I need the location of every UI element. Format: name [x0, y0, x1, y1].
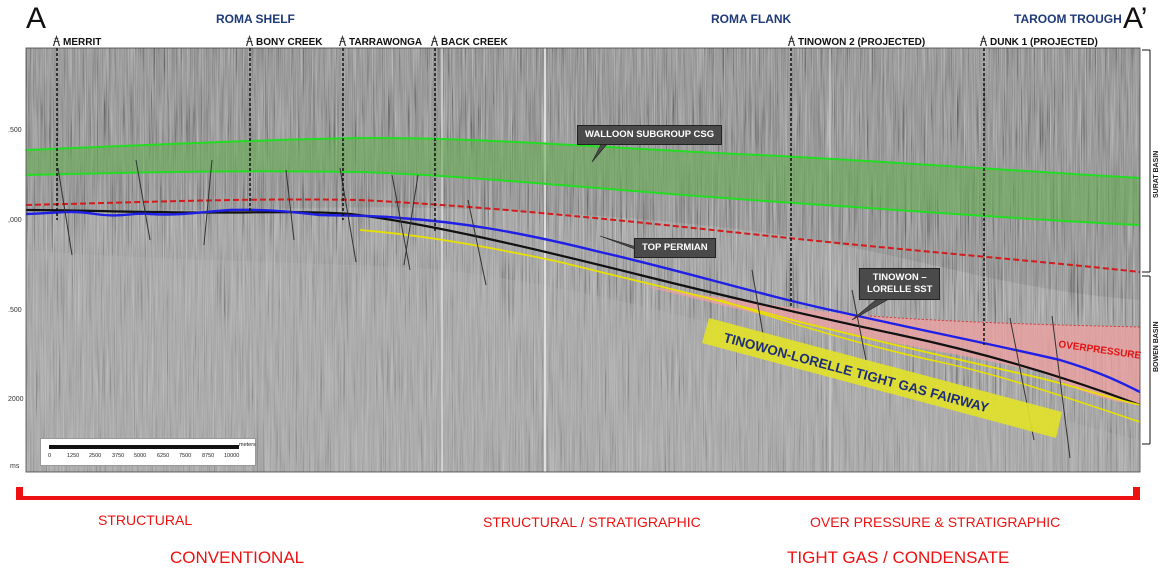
well-back-creek: BACK CREEK	[429, 35, 508, 48]
well-dunk-1: DUNK 1 (PROJECTED)	[978, 35, 1098, 48]
oil-derrick-icon	[979, 35, 988, 46]
well-tinowon-2: TINOWON 2 (PROJECTED)	[786, 35, 925, 48]
well-label: BONY CREEK	[256, 37, 323, 48]
scale-value: 0	[48, 453, 52, 459]
oil-derrick-icon	[52, 35, 61, 46]
corner-label-a-prime: A’	[1123, 2, 1148, 35]
play-over-pressure: OVER PRESSURE & STRATIGRAPHIC	[810, 514, 1061, 530]
well-bony-creek: BONY CREEK	[244, 35, 323, 48]
callout-walloon: WALLOON SUBGROUP CSG	[577, 125, 723, 145]
top-permian-line	[26, 208, 1140, 394]
scale-value: 1250	[67, 453, 80, 459]
basement-zone	[26, 250, 1140, 472]
yellow-horizon-2	[719, 299, 1140, 423]
scale-value: 6250	[157, 453, 170, 459]
walloon-band	[26, 137, 1140, 225]
scale-value: 7500	[179, 453, 192, 459]
scale-value: 2500	[89, 453, 102, 459]
well-label: TARRAWONGA	[349, 37, 423, 48]
callout-top-permian: TOP PERMIAN	[634, 238, 716, 258]
axis-tick-label: .500	[8, 127, 22, 134]
callout-line: TINOWON –	[872, 272, 927, 283]
callout-line: LORELLE SST	[867, 284, 933, 295]
play-structural: STRUCTURAL	[98, 512, 193, 528]
callout-tinowon-lorelle: TINOWON – LORELLE SST	[859, 268, 941, 300]
well-tarrawonga: TARRAWONGA	[337, 35, 422, 48]
well-label: DUNK 1 (PROJECTED)	[990, 37, 1098, 48]
region-roma-shelf: ROMA SHELF	[216, 12, 295, 26]
well-label: MERRIT	[63, 37, 102, 48]
oil-derrick-icon	[245, 35, 254, 46]
basin-bracket	[1142, 49, 1151, 445]
scale-value: 3750	[112, 453, 125, 459]
well-label: BACK CREEK	[441, 37, 508, 48]
basin-label-bowen: BOWEN BASIN	[1153, 321, 1160, 372]
resource-conventional: CONVENTIONAL	[170, 548, 305, 567]
tight-gas-fairway	[702, 318, 1062, 438]
oil-derrick-icon	[338, 35, 347, 46]
axis-unit-label: ms	[10, 463, 20, 470]
oil-derrick-icon	[430, 35, 439, 46]
yellow-horizon-1	[359, 229, 1140, 406]
basin-label-surat: SURAT BASIN	[1153, 150, 1160, 198]
well-label: TINOWON 2 (PROJECTED)	[798, 37, 926, 48]
walloon-top-line	[26, 136, 1140, 179]
region-roma-flank: ROMA FLANK	[711, 12, 792, 26]
oil-derrick-icon	[787, 35, 796, 46]
scale-value: 8750	[202, 453, 215, 459]
scale-value: 10000	[224, 453, 240, 459]
axis-tick-label: .500	[8, 307, 22, 314]
resource-tight-gas: TIGHT GAS / CONDENSATE	[787, 548, 1010, 567]
axis-tick-label: 2000	[8, 396, 24, 403]
play-structural-stratigraphic: STRUCTURAL / STRATIGRAPHIC	[483, 514, 701, 530]
base-jurassic-line	[26, 198, 1140, 273]
corner-label-a: A	[26, 2, 47, 35]
scale-unit: meters	[239, 442, 256, 448]
scale-bar: 0 1250 2500 3750 5000 6250 7500 8750 100…	[40, 438, 256, 466]
extent-bracket	[16, 487, 1140, 500]
well-merrit: MERRIT	[51, 35, 101, 48]
axis-tick-label: ,000	[8, 217, 22, 224]
well-tracks	[56, 48, 985, 345]
region-taroom-trough: TAROOM TROUGH	[1014, 12, 1122, 26]
walloon-base-line	[26, 170, 1140, 226]
scale-value: 5000	[134, 453, 147, 459]
